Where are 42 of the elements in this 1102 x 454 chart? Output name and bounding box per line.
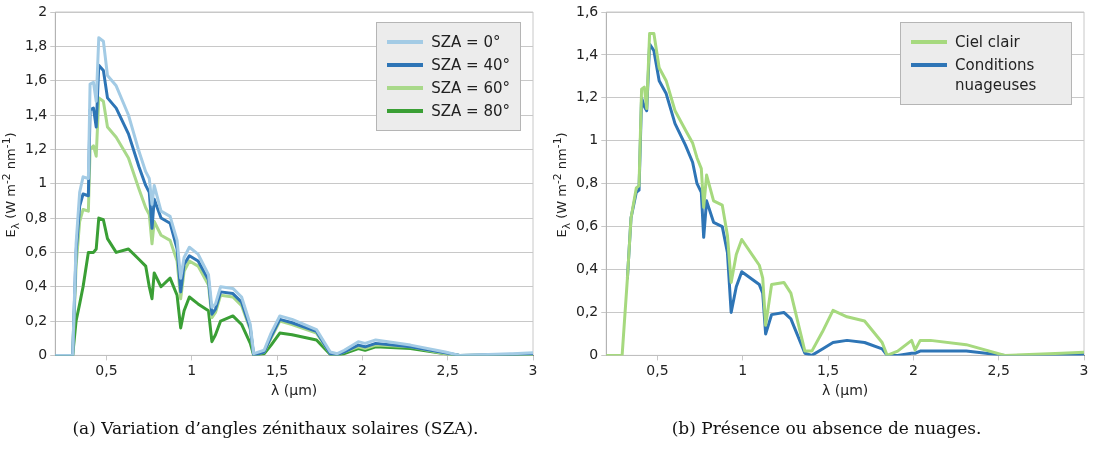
legend-label: Conditions nuageuses <box>955 55 1038 95</box>
x-tick-label: 1 <box>738 362 748 379</box>
x-tick-label: 3 <box>528 362 538 379</box>
x-tick-label: 3 <box>1079 362 1089 379</box>
x-tick-label: 2,5 <box>987 362 1010 379</box>
x-tick-label: 2,5 <box>436 362 459 379</box>
y-tick-label: 0,6 <box>25 243 48 260</box>
x-tick-label: 1,5 <box>816 362 840 379</box>
y-tick-label: 0 <box>38 346 48 363</box>
legend-label: SZA = 40° <box>431 55 510 75</box>
legend-label: SZA = 60° <box>431 78 510 98</box>
legend-label: SZA = 80° <box>431 101 510 121</box>
y-tick-label: 1,4 <box>25 105 48 122</box>
x-axis-title: λ (µm) <box>822 382 869 399</box>
legend-label: SZA = 0° <box>431 32 501 52</box>
x-tick-label: 2 <box>357 362 367 379</box>
y-tick-label: 1,6 <box>576 2 599 19</box>
x-tick-label: 0,5 <box>95 362 118 379</box>
x-tick-label: 1 <box>187 362 197 379</box>
y-tick-label: 0,4 <box>25 277 48 294</box>
y-tick-label: 1,4 <box>576 45 599 62</box>
y-tick-label: 0,4 <box>576 260 599 277</box>
y-tick-label: 1,6 <box>25 71 48 88</box>
y-tick-label: 1,2 <box>576 88 599 105</box>
y-tick-label: 0,6 <box>576 217 599 234</box>
text: (a) Variation d’angles zénithaux solaires (SZA). <box>71 418 480 438</box>
x-axis-title: λ (µm) <box>271 382 318 399</box>
x-tick-label: 2 <box>908 362 918 379</box>
y-tick-label: 0,8 <box>576 174 599 191</box>
y-tick-label: 0,8 <box>25 208 48 225</box>
x-tick-label: 1,5 <box>265 362 289 379</box>
text: (b) Présence ou absence de nuages. <box>670 418 983 438</box>
y-tick-label: 1,8 <box>25 36 48 53</box>
legend-label: Ciel clair <box>955 32 1020 52</box>
y-tick-label: 0,2 <box>576 303 599 320</box>
y-tick-label: 0,2 <box>25 311 48 328</box>
x-tick-label: 0,5 <box>646 362 669 379</box>
y-tick-label: 2 <box>38 2 48 19</box>
y-tick-label: 1 <box>38 174 48 191</box>
y-tick-label: 1 <box>589 131 599 148</box>
y-tick-label: 1,2 <box>25 140 48 156</box>
y-tick-label: 0 <box>589 346 599 363</box>
